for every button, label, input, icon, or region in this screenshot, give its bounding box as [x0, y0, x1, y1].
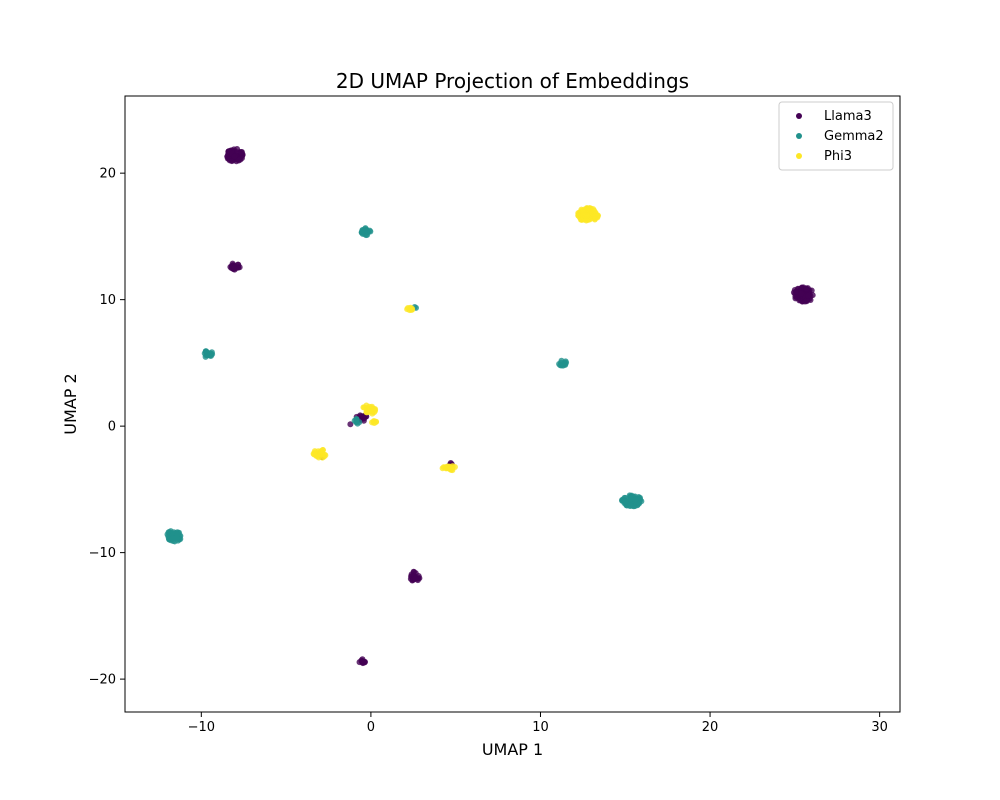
- legend-label-phi3: Phi3: [824, 149, 852, 164]
- scatter-point-llama3: [361, 659, 368, 666]
- scatter-point-llama3: [792, 288, 799, 295]
- scatter-point-phi3: [370, 405, 377, 412]
- scatter-point-gemma2: [627, 495, 634, 502]
- legend-marker-gemma2: [796, 133, 802, 139]
- scatter-point-llama3: [235, 156, 242, 163]
- scatter-point-gemma2: [632, 496, 639, 503]
- x-axis-label: UMAP 1: [482, 740, 543, 759]
- scatter-point-gemma2: [556, 360, 563, 367]
- legend-box: [778, 101, 894, 171]
- chart-title: 2D UMAP Projection of Embeddings: [336, 69, 689, 93]
- scatter-point-phi3: [404, 305, 411, 311]
- scatter-point-gemma2: [203, 348, 210, 355]
- points-layer: [164, 146, 816, 667]
- x-tick-label: 10: [532, 720, 549, 735]
- x-tick-label: 20: [702, 720, 719, 735]
- x-axis: −10 0 10 20 30: [188, 712, 888, 735]
- scatter-point-phi3: [365, 407, 372, 414]
- scatter-point-phi3: [591, 213, 598, 220]
- x-tick-label: 30: [871, 720, 888, 735]
- y-tick-label: −20: [89, 673, 116, 688]
- scatter-point-gemma2: [627, 502, 634, 509]
- scatter-point-gemma2: [561, 361, 568, 368]
- scatter-point-llama3: [347, 421, 354, 428]
- scatter-point-phi3: [583, 212, 590, 219]
- legend: Llama3 Gemma2 Phi3: [778, 101, 894, 171]
- scatter-point-phi3: [373, 418, 380, 425]
- scatter-point-phi3: [590, 206, 597, 213]
- y-tick-label: 0: [108, 420, 116, 435]
- scatter-point-gemma2: [353, 416, 360, 423]
- scatter-point-llama3: [231, 264, 238, 271]
- scatter-point-phi3: [322, 452, 329, 459]
- scatter-point-phi3: [363, 402, 370, 409]
- y-axis: −20 −10 0 10 20: [89, 167, 125, 688]
- scatter-point-llama3: [234, 146, 241, 153]
- scatter-point-llama3: [412, 575, 419, 582]
- scatter-point-llama3: [228, 158, 235, 165]
- scatter-point-llama3: [798, 290, 805, 297]
- scatter-point-gemma2: [367, 228, 374, 235]
- scatter-point-llama3: [803, 285, 810, 292]
- legend-label-gemma2: Gemma2: [824, 129, 884, 144]
- scatter-point-gemma2: [637, 494, 644, 501]
- scatter-point-gemma2: [208, 349, 215, 356]
- y-tick-label: −10: [89, 546, 116, 561]
- x-tick-label: 0: [367, 720, 375, 735]
- scatter-point-llama3: [805, 292, 812, 299]
- y-tick-label: 10: [99, 293, 116, 308]
- scatter-point-llama3: [238, 149, 245, 156]
- x-tick-label: −10: [188, 720, 215, 735]
- y-tick-label: 20: [99, 167, 116, 182]
- legend-marker-llama3: [796, 113, 802, 119]
- y-axis-label: UMAP 2: [61, 373, 80, 434]
- scatter-point-gemma2: [358, 229, 365, 236]
- scatter-point-llama3: [231, 153, 238, 160]
- scatter-point-gemma2: [622, 498, 629, 505]
- legend-label-llama3: Llama3: [824, 109, 872, 124]
- scatter-point-phi3: [577, 216, 584, 223]
- legend-marker-phi3: [796, 153, 802, 159]
- scatter-point-gemma2: [636, 500, 643, 507]
- scatter-point-gemma2: [174, 531, 181, 538]
- scatter-point-phi3: [446, 463, 453, 470]
- plot-area-frame: [124, 95, 901, 713]
